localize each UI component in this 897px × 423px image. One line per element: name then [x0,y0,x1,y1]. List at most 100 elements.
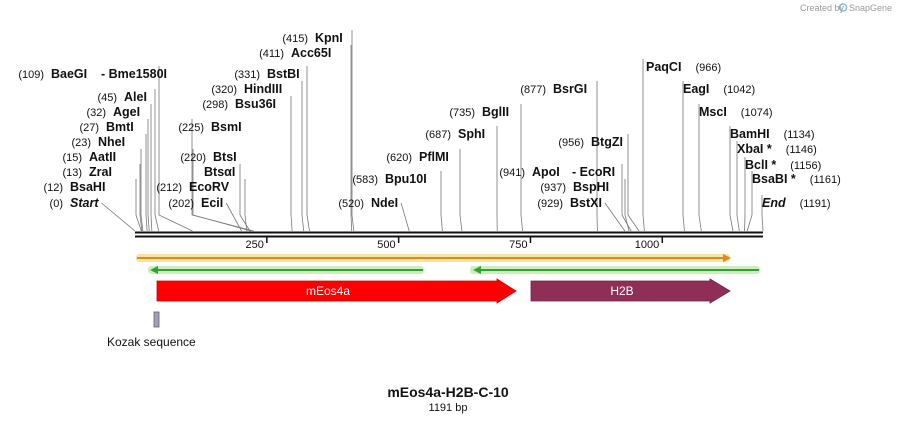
site-bsu36i[interactable]: Bsu36I (298) [202,97,276,111]
site-leaders [101,30,764,232]
site-hindiii-name: HindIII [244,82,282,96]
site-zrai[interactable]: ZraI (13) [62,165,112,179]
site-bglii-name: BglII [482,105,509,119]
site-btsgi[interactable]: BtsαI [204,165,235,179]
site-acc65i[interactable]: Acc65I (411) [259,46,331,60]
site-bsmi[interactable]: BsmI (225) [178,120,241,134]
site-eagi[interactable]: EagI (1042) [683,82,755,96]
site-bspHI[interactable]: BspHI (937) [540,180,609,194]
site-bmti-name: BmtI [106,120,134,134]
plasmid-length: 1191 bp [429,402,468,414]
site-btgzi-name: BtgZI [591,135,623,149]
site-bsmi-name: BsmI [211,120,242,134]
site-ecorv[interactable]: EcoRV (212) [156,180,229,194]
site-btsi-name: BtsI [213,150,237,164]
site-btsi[interactable]: BtsI (220) [180,150,236,164]
site-bsrgi[interactable]: BsrGI (877) [520,82,587,96]
site-bpu10i-leader [440,171,443,232]
site-bpu10i-name: Bpu10I [385,172,427,186]
site-msci-leader [698,104,702,232]
site-hindiii-position: (320) [211,84,237,96]
site-xbai-leader [736,141,740,232]
site-bsu36i-leader [290,96,293,232]
site-msci[interactable]: MscI (1074) [699,105,773,119]
ruler-tick-label: 500 [377,239,395,251]
site-ndei[interactable]: NdeI (520) [338,196,398,210]
site-kpni[interactable]: KpnI (415) [282,31,342,45]
site-acc65i-name: Acc65I [291,46,331,60]
site-zrai-name: ZraI [89,165,112,179]
site-baegi-name: BaeGI [51,67,87,81]
site-bme1580i[interactable]: - Bme1580I [101,67,167,81]
site-ecorv-position: (212) [156,182,182,194]
site-pflmi[interactable]: PflMI (620) [386,150,449,164]
site-bsahi[interactable]: BsaHI (12) [43,180,105,194]
site-ecori[interactable]: - EcoRI [572,165,615,179]
site-apoi[interactable]: ApoI (941) [499,165,559,179]
site-bcli[interactable]: BclI * (1156) [745,158,821,172]
site-end-name: End [762,196,786,210]
site-bsrgi-position: (877) [520,84,546,96]
site-btsi-position: (220) [180,152,206,164]
site-bstxi-leader [604,202,626,232]
site-start-position: (0) [50,198,63,210]
site-bamhi[interactable]: BamHI (1134) [730,127,815,141]
site-sphi-position: (687) [425,129,451,141]
site-agei-position: (32) [86,107,106,119]
site-start-name: Start [70,196,99,210]
site-bpu10i[interactable]: Bpu10I (583) [352,172,426,186]
site-btgzi[interactable]: BtgZI (956) [558,135,623,149]
site-bmti[interactable]: BmtI (27) [79,120,133,134]
site-xbai[interactable]: XbaI * (1146) [737,142,817,156]
site-agei-name: AgeI [113,105,140,119]
site-start[interactable]: Start (0) [50,196,100,210]
site-ecori-name: - EcoRI [572,165,615,179]
site-btgzi-position: (956) [558,137,584,149]
site-agei[interactable]: AgeI (32) [86,105,140,119]
site-end[interactable]: End (1191) [762,196,831,210]
site-sphi[interactable]: SphI (687) [425,127,485,141]
site-eagi-position: (1042) [723,84,755,96]
site-pflmi-name: PflMI [419,150,449,164]
site-bsmi-position: (225) [178,122,204,134]
feature-kozak-box[interactable] [153,311,160,328]
site-ecii[interactable]: EciI (202) [168,196,223,210]
site-aatii-position: (15) [62,152,82,164]
site-bmti-position: (27) [79,122,99,134]
site-bsabi[interactable]: BsaBI * (1161) [752,172,841,186]
site-bstxi[interactable]: BstXI (929) [537,196,602,210]
site-bamhi-leader [729,126,734,232]
site-btsgi-name: BtsαI [204,165,235,179]
site-paqci[interactable]: PaqCI (966) [646,60,721,74]
site-bsu36i-name: Bsu36I [235,97,276,111]
site-bglii-leader [520,104,523,232]
site-nhei-position: (23) [71,137,91,149]
site-bstbi-name: BstBI [267,67,300,81]
site-pflmi-position: (620) [386,152,412,164]
site-bspHI-position: (937) [540,182,566,194]
site-nhei[interactable]: NheI (23) [71,135,125,149]
site-aatii[interactable]: AatII (15) [62,150,116,164]
site-nhei-name: NheI [98,135,125,149]
orf-reverse-1-arrowhead [150,266,158,274]
site-xbai-name: XbaI * [737,142,772,156]
site-bsahi-position: (12) [43,182,63,194]
ruler-tick-label: 250 [245,239,263,251]
feature-meos4a-arrow[interactable] [156,278,517,304]
site-baegi[interactable]: BaeGI (109) [18,67,87,81]
site-bglii[interactable]: BglII (735) [449,105,509,119]
site-ndei-name: NdeI [371,196,398,210]
site-aatii-name: AatII [89,150,116,164]
site-bspHI-name: BspHI [573,180,609,194]
feature-h2b-arrow[interactable] [530,278,731,304]
site-alei-leader [154,89,160,232]
site-bme1580i-name: - Bme1580I [101,67,167,81]
credit-text: Created by [800,3,845,13]
site-start-leader [101,202,136,232]
site-alei[interactable]: AleI (45) [97,90,147,104]
site-hindiii[interactable]: HindIII (320) [211,82,282,96]
site-bstbi[interactable]: BstBI (331) [234,67,299,81]
orf-forward-arrowhead [723,254,731,262]
site-ecii-leader [225,202,242,232]
site-bamhi-position: (1134) [784,129,815,141]
